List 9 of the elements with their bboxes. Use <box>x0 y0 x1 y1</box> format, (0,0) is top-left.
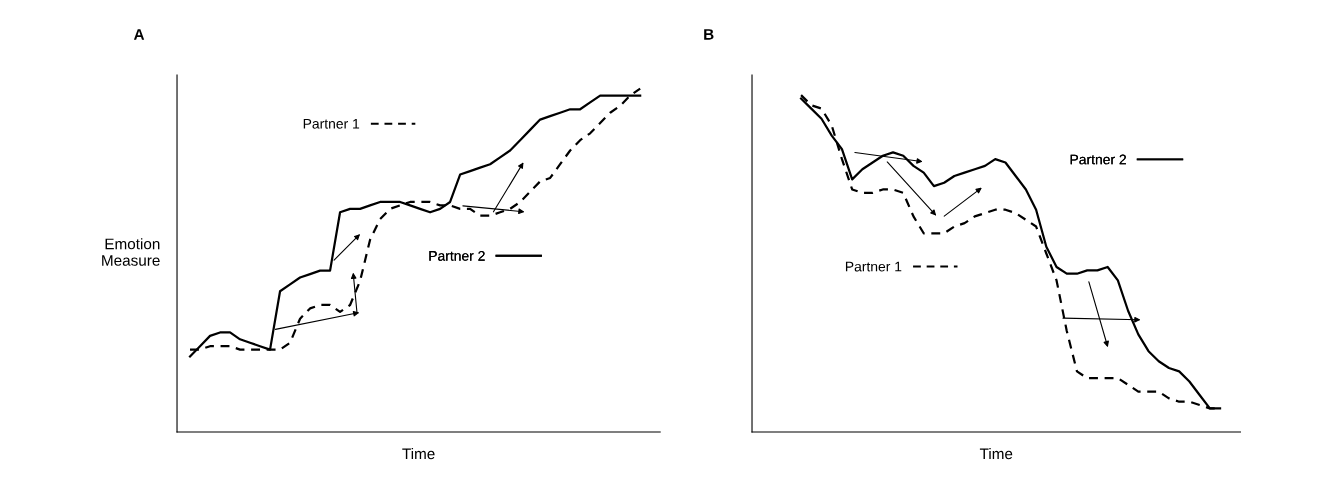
legend-label: Partner 1 <box>303 118 360 129</box>
chart-title: B <box>704 29 714 40</box>
legend-label: Partner 2 <box>1070 154 1126 165</box>
chart-title: A <box>133 29 145 40</box>
y-axis-title: Emotion Measure <box>102 238 160 266</box>
x-axis-title: Time <box>402 447 435 460</box>
legend-label: Partner 2 <box>429 250 485 261</box>
legend-label: Partner 1 <box>845 261 902 272</box>
x-axis-title: Time <box>979 447 1013 460</box>
